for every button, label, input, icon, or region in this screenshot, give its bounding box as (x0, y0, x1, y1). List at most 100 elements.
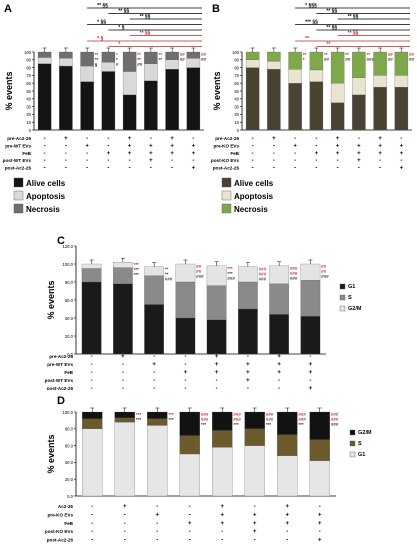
condition-sign: - (91, 354, 93, 360)
y-tick-label: 40.0 (65, 460, 74, 465)
bar-segment-necrosis (80, 51, 94, 67)
legend-swatch (349, 429, 356, 436)
bar-segment-s (113, 267, 133, 284)
bar-segment-alive-cells (288, 83, 302, 131)
condition-sign: + (149, 151, 153, 157)
bar-segment-s (238, 281, 258, 310)
condition-label: pre-WT EVs (47, 362, 73, 367)
legend-swatch (339, 283, 346, 290)
bar-segment-apoptosis (165, 59, 179, 70)
legend-swatch (339, 294, 346, 301)
condition-sign: - (184, 354, 186, 360)
condition-label: post-KO EVs (45, 529, 74, 534)
significance-marker: ** (324, 52, 328, 57)
significance-marker: ## (180, 57, 186, 62)
bar-segment-g2-m (179, 411, 200, 436)
condition-label: pre-KO EVs (213, 143, 239, 148)
bar-segment-g1 (238, 308, 258, 355)
condition-sign: - (273, 166, 275, 172)
condition-sign: - (273, 143, 275, 149)
condition-sign: + (128, 151, 132, 157)
significance-marker: ## (388, 52, 394, 57)
bracket-label: ** §§ (348, 31, 359, 37)
condition-sign: + (128, 136, 132, 142)
bracket-label: ** §§ (140, 31, 151, 37)
bar-segment-g1 (81, 281, 102, 355)
significance-marker: * (116, 57, 118, 62)
condition-sign: - (189, 512, 191, 518)
condition-sign: + (285, 521, 289, 527)
condition-sign: + (285, 512, 289, 518)
condition-sign: + (378, 136, 382, 142)
bar-segment-necrosis (37, 51, 52, 58)
significance-marker: *** (134, 272, 140, 277)
significance-marker: ** (303, 52, 307, 57)
condition-sign: - (124, 512, 126, 518)
significance-marker: ### (266, 412, 274, 417)
condition-sign: + (149, 158, 153, 164)
y-tick-label: 100.0 (63, 410, 74, 415)
condition-sign: + (149, 143, 153, 149)
panel-letter: A (4, 3, 12, 15)
condition-sign: - (65, 143, 67, 149)
bar-segment-apoptosis (80, 65, 94, 82)
condition-sign: - (189, 504, 191, 510)
significance-marker: ** (95, 52, 99, 57)
significance-marker: ### (298, 412, 306, 417)
condition-sign: - (189, 538, 191, 544)
condition-sign: + (336, 143, 340, 149)
legend-swatch (221, 203, 232, 214)
y-tick-label: 10 (234, 120, 239, 125)
condition-sign: + (215, 354, 219, 360)
bar-segment-alive-cells (309, 81, 324, 131)
legend-label: G1 (358, 452, 365, 458)
significance-marker: ## (321, 269, 327, 274)
bracket-label: ** §§ (118, 9, 129, 15)
condition-sign: + (152, 362, 156, 368)
bar-segment-s (206, 285, 227, 320)
condition-sign: + (309, 370, 313, 376)
legend-label: Necrosis (234, 205, 268, 214)
condition-label: post-WT EVs (45, 378, 74, 383)
significance-marker: *** (298, 422, 304, 427)
significance-marker: ## (388, 57, 394, 62)
bar-segment-g2-m (144, 266, 164, 276)
significance-marker: ### (321, 274, 329, 279)
bar-segment-s (82, 418, 103, 429)
condition-sign: - (379, 158, 381, 164)
bar-segment-necrosis (101, 51, 116, 63)
legend-label: Alive cells (26, 179, 66, 188)
condition-sign: - (278, 378, 280, 384)
significance-marker: ### (259, 277, 267, 282)
significance-marker: ### (298, 417, 306, 422)
bar-segment-alive-cells (144, 80, 158, 131)
condition-sign: - (86, 158, 88, 164)
significance-marker: ### (196, 274, 204, 279)
condition-sign: + (170, 143, 174, 149)
condition-sign: - (400, 158, 402, 164)
bar-segment-g2-m (277, 411, 298, 435)
condition-sign: - (294, 136, 296, 142)
significance-marker: ## (196, 269, 202, 274)
bar-segment-g2-m (309, 411, 330, 440)
bar-segment-g2-m (238, 266, 258, 283)
bar-segment-alive-cells (101, 71, 116, 131)
significance-marker: ** (165, 272, 169, 277)
condition-sign: - (91, 378, 93, 384)
bar-segment-s (244, 428, 265, 446)
condition-sign: - (319, 504, 321, 510)
significance-marker: ## (321, 264, 327, 269)
bar-segment-necrosis (122, 51, 137, 72)
condition-label: pre-Ac2-26 (7, 136, 31, 141)
condition-sign: + (357, 151, 361, 157)
condition-sign: - (252, 136, 254, 142)
condition-sign: + (121, 354, 125, 360)
bar-segment-alive-cells (373, 86, 387, 131)
panel-a: A% events 0 10 20 30 40 50 60 70 80 90 100 ** ** § * * # *… (0, 0, 208, 230)
bar-segment-apoptosis (309, 69, 324, 82)
legend-label: Apoptosis (234, 192, 274, 201)
condition-sign: + (378, 151, 382, 157)
significance-marker: ### (201, 412, 209, 417)
significance-marker: *** (136, 412, 142, 417)
bar-segment-g1 (277, 455, 298, 497)
